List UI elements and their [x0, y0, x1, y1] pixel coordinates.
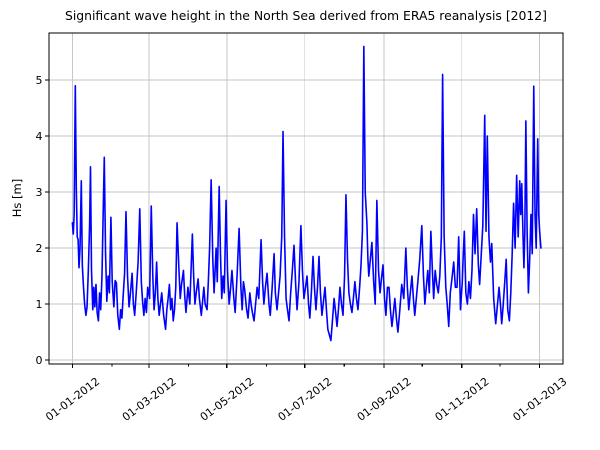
axis-ticks: [45, 79, 541, 369]
x-tick-label: 01-01-2012: [43, 375, 102, 424]
chart-title: Significant wave height in the North Sea…: [64, 8, 548, 23]
plot-border: [48, 32, 564, 365]
x-tick-label: 01-09-2012: [355, 375, 414, 424]
y-tick-label: 5: [36, 74, 43, 87]
x-tick-label: 01-05-2012: [198, 375, 257, 424]
y-tick-label: 4: [36, 130, 43, 143]
y-tick-label: 3: [36, 186, 43, 199]
x-tick-label: 01-11-2012: [433, 375, 492, 424]
x-tick-label: 01-07-2012: [276, 375, 335, 424]
grid-lines: [49, 33, 563, 364]
y-tick-label: 1: [36, 298, 43, 311]
y-tick-label: 0: [36, 354, 43, 367]
x-tick-label: 01-03-2012: [120, 375, 179, 424]
x-tick-label: 01-01-2013: [510, 375, 569, 424]
y-axis-label: Hs [m]: [10, 178, 24, 218]
y-tick-label: 2: [36, 242, 43, 255]
data-line-hs: [71, 45, 542, 342]
